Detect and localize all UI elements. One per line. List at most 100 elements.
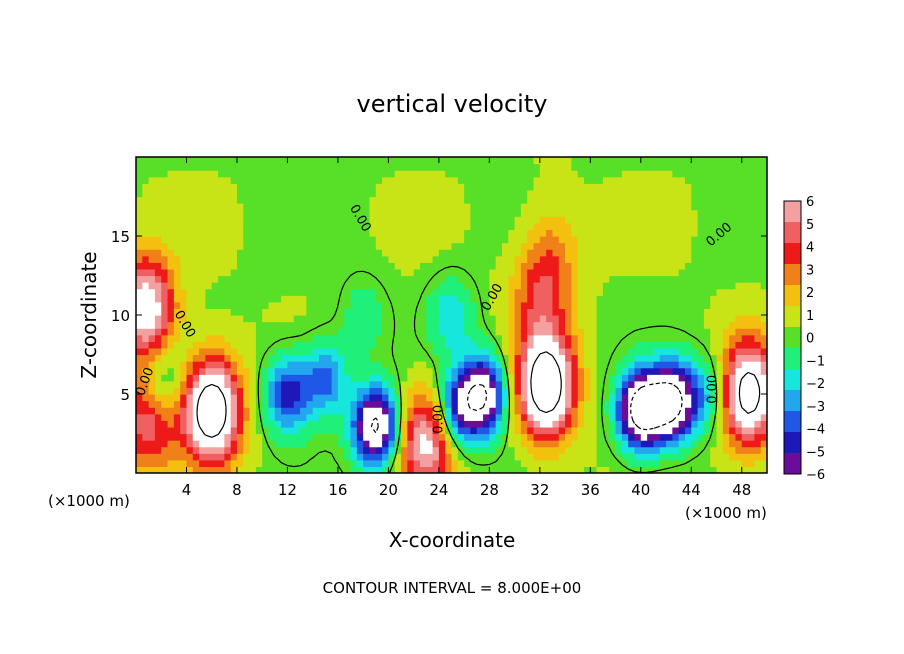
heatmap-cell [672,282,680,290]
heatmap-cell [628,433,636,441]
heatmap-cell [659,275,667,283]
heatmap-cell [281,183,289,191]
heatmap-cell [142,288,150,296]
heatmap-cell [426,347,434,356]
heatmap-cell [274,288,282,296]
heatmap-cell [584,282,591,290]
heatmap-cell [666,407,673,415]
heatmap-cell [621,459,629,468]
heatmap-cell [716,249,724,257]
heatmap-cell [186,249,194,257]
heatmap-cell [653,308,661,316]
heatmap-cell [703,334,711,342]
heatmap-cell [382,183,389,191]
heatmap-cell [565,163,572,171]
heatmap-cell [426,236,434,244]
heatmap-cell [571,262,579,270]
heatmap-cell [186,216,194,224]
heatmap-cell [218,203,225,211]
heatmap-cell [754,407,762,415]
heatmap-cell [520,196,528,204]
heatmap-cell [262,216,270,224]
heatmap-cell [445,255,453,263]
heatmap-cell [729,374,737,382]
heatmap-cell [413,341,421,349]
heatmap-cell [615,288,623,296]
heatmap-cell [413,400,421,408]
heatmap-cell [634,242,642,250]
heatmap-cell [501,420,509,428]
heatmap-cell [647,374,655,382]
heatmap-cell [628,236,636,244]
heatmap-cell [483,361,490,369]
heatmap-cell [735,466,743,473]
heatmap-cell [369,209,377,217]
heatmap-cell [584,255,591,263]
heatmap-cell [300,361,307,369]
heatmap-cell [710,288,718,296]
heatmap-cell [344,157,352,165]
heatmap-cell [476,203,484,211]
heatmap-cell [401,426,408,435]
heatmap-cell [287,328,295,336]
heatmap-cell [438,157,446,165]
heatmap-cell [350,328,358,336]
heatmap-cell [312,275,320,283]
heatmap-cell [565,275,572,283]
heatmap-cell [136,361,143,369]
heatmap-cell [457,176,465,184]
heatmap-cell [224,262,232,270]
heatmap-cell [647,203,655,211]
heatmap-cell [760,400,767,408]
heatmap-cell [571,249,579,257]
heatmap-cell [413,249,421,257]
heatmap-cell [451,262,459,270]
heatmap-cell [300,262,307,270]
heatmap-cell [546,301,554,310]
y-tick-label: 15 [111,228,130,246]
heatmap-cell [483,242,490,250]
heatmap-cell [760,282,767,290]
heatmap-cell [735,426,743,435]
heatmap-cell [344,354,352,362]
heatmap-cell [369,157,377,165]
heatmap-cell [457,380,465,389]
heatmap-cell [634,321,642,329]
heatmap-cell [205,387,213,395]
heatmap-cell [615,328,623,336]
heatmap-cell [413,262,421,270]
heatmap-cell [161,216,169,224]
heatmap-cell [363,295,371,303]
heatmap-cell [136,308,143,316]
heatmap-cell [419,466,427,473]
heatmap-cell [186,262,194,270]
heatmap-cell [325,242,333,250]
heatmap-cell [186,189,194,198]
heatmap-cell [533,387,541,395]
heatmap-cell [363,236,371,244]
heatmap-cell [501,295,509,303]
heatmap-cell [344,242,352,250]
heatmap-cell [243,189,251,198]
heatmap-cell [483,400,490,408]
heatmap-cell [722,236,730,244]
heatmap-cell [199,157,207,165]
heatmap-cell [684,387,692,395]
heatmap-cell [274,459,282,468]
heatmap-cell [382,394,389,402]
heatmap-cell [142,308,150,316]
heatmap-cell [684,189,692,198]
heatmap-cell [602,157,610,165]
heatmap-cell [666,341,673,349]
heatmap-cell [520,387,528,395]
heatmap-cell [236,209,244,217]
heatmap-cell [678,459,686,468]
heatmap-cell [735,288,743,296]
heatmap-cell [514,268,522,277]
heatmap-cell [640,163,648,171]
heatmap-cell [659,236,667,244]
heatmap-cell [382,301,389,310]
heatmap-cell [306,229,314,237]
heatmap-cell [640,347,648,356]
heatmap-cell [514,255,522,263]
